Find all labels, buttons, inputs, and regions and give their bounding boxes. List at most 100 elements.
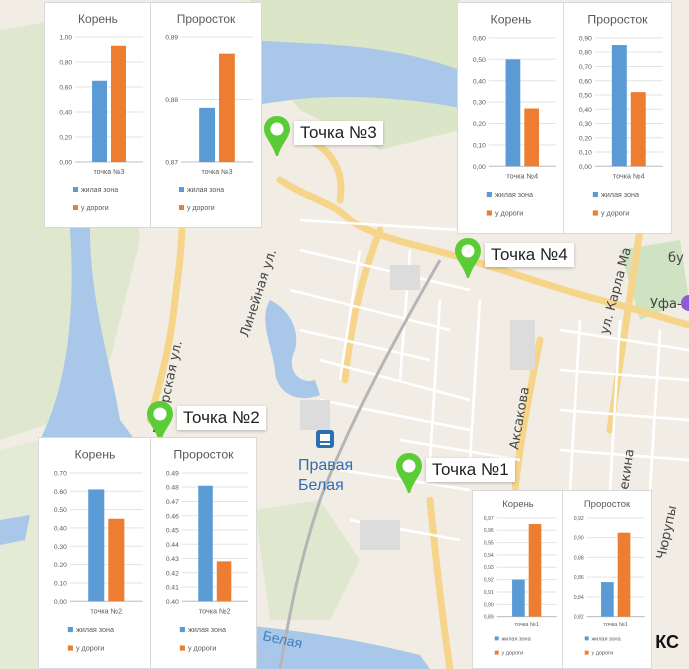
y-tick-label: 0,20 [473, 121, 486, 128]
y-tick-label: 0,50 [579, 93, 592, 100]
station-name-line-1: Правая [298, 457, 353, 474]
chart-svg: Проросток 0,00 0,10 0,20 0,30 0,40 0,50 0,60 0,7… [579, 13, 663, 218]
y-tick-label: 0,84 [574, 595, 584, 601]
legend-label: у дороги [76, 645, 104, 653]
y-tick-label: 0,80 [59, 60, 72, 67]
chart-title: Проросток [173, 448, 234, 462]
street-label-ufa: Уфа-А [650, 297, 689, 312]
y-tick-label: 0.60 [54, 489, 67, 496]
y-tick-label: 0,89 [165, 35, 178, 42]
y-tick-label: 0,86 [574, 575, 584, 581]
y-tick-label: 1,00 [59, 35, 72, 42]
y-tick-label: 0,00 [579, 164, 592, 171]
x-category-label: точка №4 [613, 173, 645, 181]
y-tick-label: 0,87 [165, 160, 178, 167]
y-tick-label: 0,90 [574, 536, 584, 542]
river-sw [0, 515, 30, 545]
bar-residential-zone [512, 579, 525, 617]
legend-swatch [179, 626, 185, 633]
bar-roadside [524, 108, 540, 167]
legend-label: у дороги [495, 210, 523, 218]
bar-roadside [216, 561, 232, 602]
y-tick-label: 0,30 [473, 100, 486, 107]
y-tick-label: 0.70 [54, 470, 67, 477]
x-category-label: точка №1 [603, 622, 627, 628]
legend-swatch [494, 650, 499, 655]
map-pin-icon [147, 401, 173, 441]
y-tick-label: 0.43 [166, 556, 179, 563]
legend-label: жилая зона [501, 636, 531, 642]
y-tick-label: 0,50 [473, 57, 486, 64]
bar-roadside [111, 45, 126, 163]
chart-svg: Корень 0,89 0,90 0,91 0,92 0,93 0,94 0,95 0,96 0,… [484, 499, 557, 657]
y-tick-label: 0,40 [579, 107, 592, 114]
chart-svg: Проросток 0.40 0.41 0.42 0.43 0.44 0.45 0.46 0.4… [166, 448, 248, 653]
y-tick-label: 0.47 [166, 499, 179, 506]
corner-text: КС [655, 632, 679, 652]
marker-label: Точка №4 [485, 243, 574, 267]
train-station-icon[interactable] [316, 430, 334, 448]
chart-panel-point-2-root: Корень 0.00 0.10 0.20 0.30 0.40 0.50 0.60 0.70 то… [38, 437, 152, 669]
legend-swatch [67, 626, 73, 633]
bar-roadside [528, 524, 542, 617]
river-inlet [265, 300, 320, 399]
chart-panel-point-3-sprout: Проросток 0,87 0,88 0,89 точка №3 жилая зона у… [150, 2, 262, 228]
legend-label: у дороги [187, 205, 215, 212]
marker-point-4[interactable]: Точка №4 [453, 237, 574, 279]
chart-svg: Корень 0,00 0,10 0,20 0,30 0,40 0,50 0,60 точка … [473, 13, 556, 218]
y-tick-label: 0.50 [54, 507, 67, 514]
legend-label: у дороги [188, 645, 216, 653]
y-tick-label: 0,10 [579, 150, 592, 157]
railway [278, 259, 442, 669]
chart-panel-point-2-sprout: Проросток 0.40 0.41 0.42 0.43 0.44 0.45 0.46 0.4… [150, 437, 257, 669]
legend-label: жилая зона [495, 191, 533, 199]
y-tick-label: 0,30 [579, 121, 592, 128]
marker-point-2[interactable]: Точка №2 [145, 400, 266, 442]
x-category-label: точка №4 [506, 173, 538, 181]
chart-title: Корень [78, 12, 118, 26]
legend-label: у дороги [501, 651, 523, 657]
marker-point-3[interactable]: Точка №3 [262, 115, 383, 157]
y-tick-label: 0,93 [484, 565, 494, 571]
marker-label: Точка №1 [426, 458, 515, 482]
y-tick-label: 0,60 [59, 85, 72, 92]
legend-label: жилая зона [76, 626, 114, 634]
bar-roadside [630, 92, 646, 167]
street-label-bu: бу [668, 251, 684, 266]
legend-swatch [584, 636, 589, 641]
legend-label: у дороги [81, 205, 109, 212]
y-tick-label: 0,40 [473, 78, 486, 85]
y-tick-label: 0.00 [54, 599, 67, 606]
y-tick-label: 0,88 [165, 97, 178, 104]
chart-svg: Проросток 0,82 0,84 0,86 0,88 0,90 0,92 точка №… [574, 499, 645, 657]
y-tick-label: 0,70 [579, 64, 592, 71]
y-tick-label: 0.48 [166, 485, 179, 492]
legend-swatch [494, 636, 499, 641]
street-label-ekina: екина [617, 448, 638, 490]
chart-panel-point-4-sprout: Проросток 0,00 0,10 0,20 0,30 0,40 0,50 0,60 0,7… [563, 2, 672, 234]
poi-icon[interactable] [681, 295, 689, 311]
y-tick-label: 0,89 [484, 615, 494, 621]
chart-title: Проросток [587, 13, 648, 27]
legend-label: у дороги [601, 210, 629, 218]
y-tick-label: 0,80 [579, 50, 592, 57]
marker-label: Точка №3 [294, 121, 383, 145]
chart-title: Корень [502, 499, 534, 510]
chart-panel-point-1-sprout: Проросток 0,82 0,84 0,86 0,88 0,90 0,92 точка №… [562, 490, 652, 669]
legend-swatch [67, 645, 73, 651]
y-tick-label: 0,90 [579, 35, 592, 42]
y-tick-label: 0,20 [579, 135, 592, 142]
chart-title: Проросток [177, 12, 236, 26]
y-tick-label: 0.46 [166, 513, 179, 520]
chart-svg: Проросток 0,87 0,88 0,89 точка №3 жилая зона у… [165, 12, 253, 212]
y-tick-label: 0.30 [54, 544, 67, 551]
y-tick-label: 0,20 [59, 135, 72, 142]
y-tick-label: 0.42 [166, 570, 179, 577]
marker-point-1[interactable]: Точка №1 [394, 452, 515, 494]
major-roads [146, 136, 689, 669]
y-tick-label: 0.40 [166, 599, 179, 606]
legend-swatch [486, 210, 492, 216]
legend-swatch [486, 191, 492, 198]
legend-swatch [592, 210, 598, 216]
y-tick-label: 0.20 [54, 562, 67, 569]
